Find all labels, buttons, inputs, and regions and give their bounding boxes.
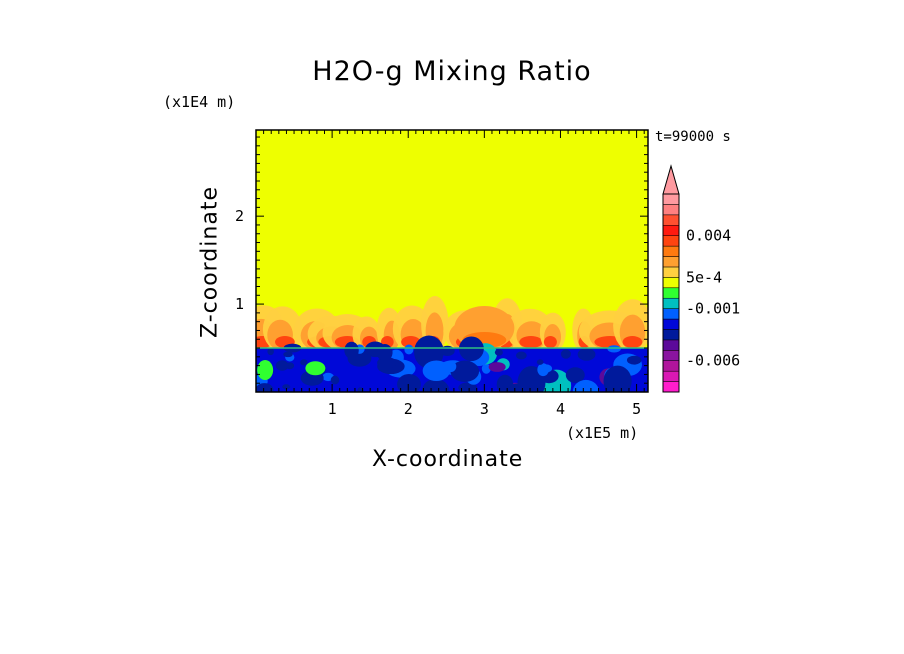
mixing-patch	[422, 360, 451, 382]
colorbar-segment	[662, 350, 680, 361]
x-tick-label: 2	[404, 400, 413, 418]
colorbar-tick-label: 5e-4	[686, 268, 722, 286]
colorbar-segment	[662, 339, 680, 351]
mixing-patch	[572, 379, 600, 392]
colorbar-tick-label: -0.001	[686, 300, 740, 318]
mixing-patch	[283, 351, 293, 358]
chart-title: H2O-g Mixing Ratio	[312, 56, 592, 87]
colorbar-segment	[662, 266, 680, 278]
y-tick-label: 2	[235, 207, 244, 225]
mixing-patch	[330, 375, 340, 385]
mixing-patch	[305, 361, 326, 376]
mixing-patch	[376, 343, 393, 362]
colorbar-segment	[662, 297, 680, 309]
colorbar-segment	[662, 360, 680, 372]
colorbar-frame	[662, 193, 680, 393]
x-tick-label: 3	[480, 400, 489, 418]
colorbar-tick-label: 0.004	[686, 227, 731, 245]
colorbar-segment	[662, 287, 680, 299]
mixing-patch	[344, 341, 359, 359]
colorbar-segment	[662, 308, 680, 320]
mixing-patch	[256, 383, 274, 392]
y-tick-label: 1	[235, 295, 244, 313]
x-unit-label: (x1E5 m)	[566, 424, 639, 442]
plot-frame	[255, 129, 649, 393]
plume-core	[519, 336, 543, 349]
mixing-patch	[577, 348, 596, 361]
colorbar-segment	[662, 193, 680, 205]
mixing-patch	[481, 363, 491, 374]
colorbar-segment	[662, 381, 680, 393]
mixing-patch	[257, 360, 274, 381]
plume-core	[622, 336, 643, 349]
colorbar-segment	[662, 225, 680, 236]
mixing-patch	[536, 359, 544, 365]
y-unit-label: (x1E4 m)	[163, 93, 236, 111]
mixing-patch	[603, 365, 632, 392]
x-tick-label: 4	[556, 400, 565, 418]
mixing-patch	[505, 383, 533, 392]
colorbar-segment	[662, 214, 680, 226]
time-label: t=99000 s	[655, 129, 731, 145]
mixing-patch	[275, 360, 289, 371]
mixing-patch	[494, 349, 503, 356]
colorbar-arrow	[662, 164, 680, 195]
mixing-patch	[444, 360, 457, 373]
mixing-patch	[415, 342, 443, 362]
x-tick-label: 5	[632, 400, 641, 418]
colorbar-segment	[662, 256, 680, 268]
colorbar-segment	[662, 277, 680, 289]
plume-core	[543, 336, 557, 349]
colorbar-segment	[662, 318, 680, 330]
colorbar-segment	[662, 245, 680, 257]
mixing-patch	[422, 378, 450, 392]
x-tick-label: 1	[328, 400, 337, 418]
mixing-patch	[468, 384, 478, 391]
mixing-patch	[560, 349, 571, 359]
mixing-patch	[300, 359, 308, 366]
mixing-patch	[282, 384, 291, 390]
mixing-patch	[565, 367, 585, 383]
colorbar-tick-label: -0.006	[686, 352, 740, 370]
colorbar-segment	[662, 329, 680, 341]
colorbar-segment	[662, 204, 680, 216]
mixing-patch	[488, 362, 506, 372]
mixing-patch	[540, 364, 553, 373]
mixing-patch	[450, 360, 480, 382]
colorbar-segment	[662, 370, 680, 382]
x-axis-label: X-coordinate	[372, 447, 524, 472]
mixing-patch	[607, 345, 621, 353]
contour-field	[256, 130, 648, 392]
colorbar-segment	[662, 235, 680, 247]
mixing-patch	[515, 351, 527, 360]
mixing-patch	[397, 374, 421, 392]
mixing-patch	[267, 348, 274, 356]
mixing-patch	[626, 355, 642, 365]
mixing-patch	[404, 344, 414, 355]
